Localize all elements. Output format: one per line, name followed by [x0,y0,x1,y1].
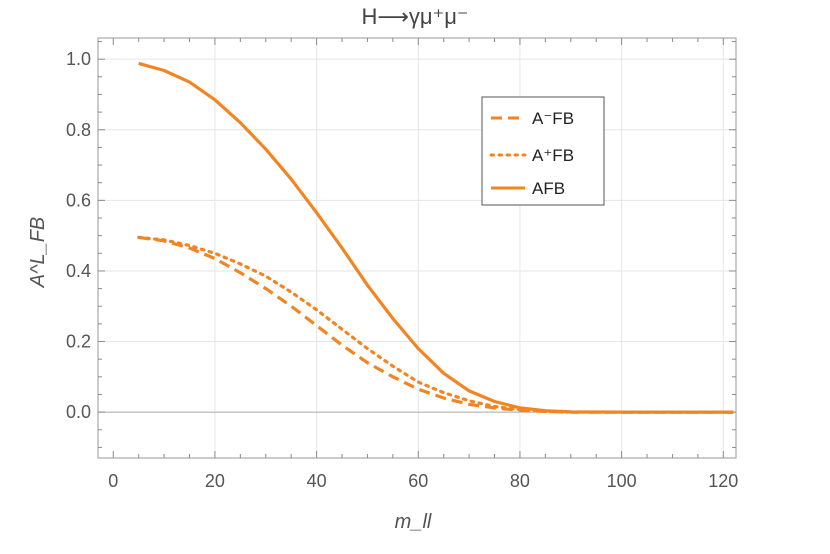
y-tick-label: 0.2 [66,332,91,352]
x-tick-labels: 0 20 40 60 80 100 120 [108,471,738,491]
y-tick-label: 0.4 [66,261,91,281]
series-line-dotted [137,235,736,414]
chart-title: H⟶γμ⁺μ⁻ [361,4,468,29]
x-tick-label: 100 [607,471,637,491]
axis-ticks [98,38,736,458]
y-tick-labels: 0.0 0.2 0.4 0.6 0.8 1.0 [66,49,91,422]
legend-label: AFB [532,179,565,198]
y-tick-label: 0.6 [66,190,91,210]
x-tick-label: 20 [205,471,225,491]
legend: A⁻FB A⁺FB AFB [481,96,605,206]
y-tick-label: 0.8 [66,120,91,140]
x-tick-label: 0 [108,471,118,491]
y-tick-label: 1.0 [66,49,91,69]
plot-frame [97,37,737,459]
y-tick-label: 0.0 [66,402,91,422]
x-axis-title: m_ll [395,511,432,533]
grid [98,38,736,458]
x-tick-label: 80 [510,471,530,491]
x-tick-label: 120 [708,471,738,491]
legend-label: A⁺FB [532,146,574,165]
series-lines [137,61,736,414]
y-axis-title: A^L_FB [27,217,49,289]
series-line-dashed [138,235,734,414]
x-tick-label: 40 [307,471,327,491]
legend-label: A⁻FB [532,109,574,128]
x-tick-label: 60 [408,471,428,491]
series-line-solid [138,61,734,414]
